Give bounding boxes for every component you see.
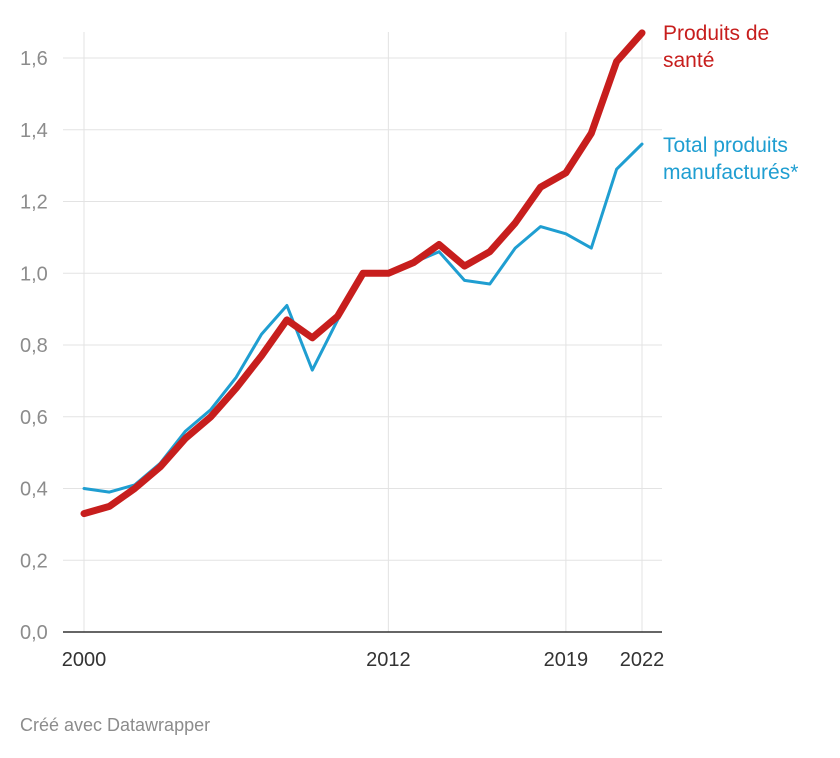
- y-tick-label: 1,0: [20, 263, 48, 285]
- series-line: [80, 29, 646, 518]
- series-labels: Produits de santé Total produits manufactur…: [663, 22, 798, 184]
- y-tick-label: 1,2: [20, 192, 48, 214]
- y-tick-label: 0,4: [20, 479, 48, 501]
- y-tick-label: 0,8: [20, 335, 48, 357]
- y-tick-label: 1,4: [20, 120, 48, 142]
- series-label: Produits de santé: [663, 22, 769, 72]
- x-tick-label: 2019: [544, 649, 589, 671]
- series-line: [82, 142, 644, 494]
- series-lines: [80, 29, 646, 518]
- series-label-line: Produits de: [663, 22, 769, 45]
- series-label-line: Total produits: [663, 134, 788, 157]
- series-label: Total produits manufacturés*: [663, 134, 798, 184]
- x-tick-label: 2012: [366, 649, 411, 671]
- series-label-line: santé: [663, 49, 714, 72]
- axes: 0,0 0,2 0,4 0,6 0,8 1,0 1,2 1,4 1,6 2000 2012 2019 2…: [20, 48, 664, 671]
- gridlines: [63, 32, 662, 632]
- y-tick-label: 0,2: [20, 550, 48, 572]
- y-tick-label: 0,6: [20, 407, 48, 429]
- y-tick-label: 1,6: [20, 48, 48, 70]
- footer-credit: Créé avec Datawrapper: [20, 715, 210, 735]
- series-label-line: manufacturés*: [663, 161, 798, 184]
- y-tick-label: 0,0: [20, 622, 48, 644]
- x-tick-label: 2000: [62, 649, 107, 671]
- x-tick-label: 2022: [620, 649, 665, 671]
